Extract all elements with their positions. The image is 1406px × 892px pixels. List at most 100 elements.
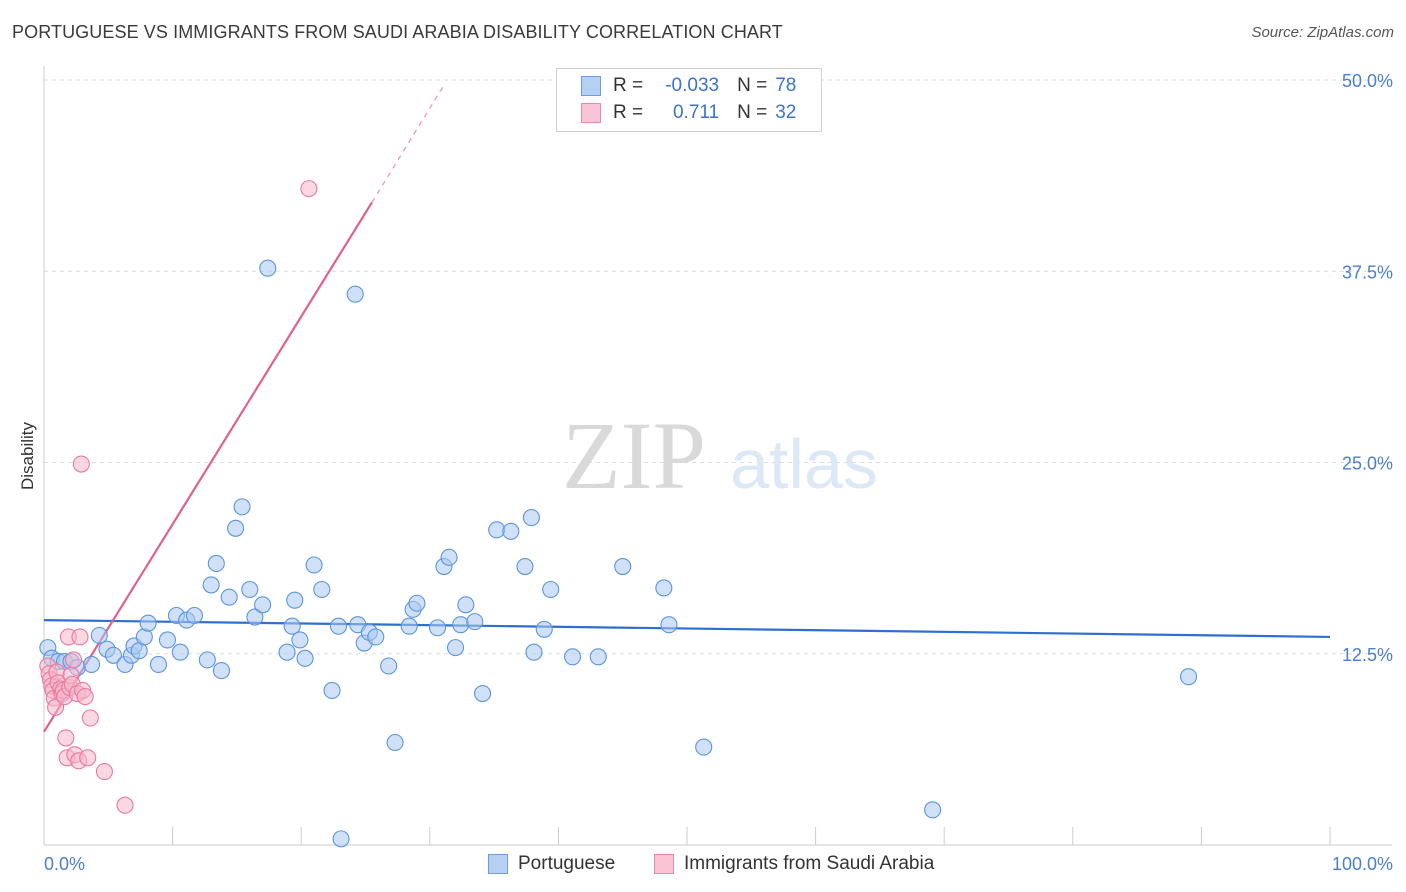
point-portuguese	[525, 643, 543, 661]
point-portuguese	[466, 613, 484, 631]
chart-title: PORTUGUESE VS IMMIGRANTS FROM SAUDI ARAB…	[12, 22, 783, 42]
bottom-legend-label: Immigrants from Saudi Arabia	[684, 853, 935, 874]
point-portuguese	[212, 662, 231, 680]
point-portuguese	[1179, 668, 1198, 686]
point-portuguese	[171, 643, 189, 661]
tick-labels: 12.5% 25.0% 37.5% 50.0% 0.0% 100.0%	[44, 71, 1393, 874]
point-portuguese	[202, 576, 220, 594]
point-portuguese	[655, 579, 673, 597]
point-saudi	[79, 749, 97, 767]
legend-swatch-saudi	[581, 103, 601, 123]
point-portuguese	[185, 606, 204, 625]
point-saudi	[116, 796, 134, 814]
y-tick-label: 50.0%	[1342, 71, 1393, 91]
trend-line-saudi-extension	[371, 82, 446, 203]
legend-row-portuguese: R = -0.033 N = 78	[581, 73, 796, 99]
x-tick-label: 0.0%	[44, 854, 85, 874]
point-portuguese	[516, 557, 534, 576]
point-saudi	[71, 628, 89, 646]
point-portuguese	[278, 643, 296, 661]
point-portuguese	[90, 626, 108, 644]
point-portuguese	[83, 655, 101, 674]
trend-line-portuguese	[43, 618, 1331, 639]
point-saudi	[65, 651, 83, 669]
watermark-zip: ZIP	[562, 402, 706, 509]
point-portuguese	[227, 519, 245, 537]
data-points	[39, 180, 1198, 848]
x-tick-label: 100.0%	[1332, 854, 1393, 874]
point-portuguese	[149, 655, 168, 674]
point-portuguese	[158, 631, 177, 649]
watermark-atlas: atlas	[730, 425, 878, 503]
point-portuguese	[522, 509, 540, 527]
point-portuguese	[246, 608, 264, 626]
point-saudi	[95, 763, 113, 781]
bottom-swatch-saudi	[654, 854, 674, 874]
legend-n-value: 78	[775, 75, 797, 96]
bottom-legend-saudi: Immigrants from Saudi Arabia	[654, 852, 934, 876]
point-portuguese	[380, 657, 398, 675]
point-portuguese	[535, 620, 553, 638]
point-portuguese	[563, 648, 582, 666]
point-portuguese	[542, 580, 560, 599]
point-portuguese	[589, 648, 607, 666]
point-portuguese	[220, 588, 238, 606]
point-portuguese	[332, 830, 350, 848]
point-portuguese	[283, 617, 301, 635]
point-portuguese	[446, 639, 465, 657]
point-saudi	[72, 455, 90, 473]
point-portuguese	[428, 619, 447, 637]
legend-r-value: 0.711	[672, 102, 720, 123]
point-portuguese	[408, 594, 426, 612]
bottom-swatch-portuguese	[488, 854, 508, 874]
stats-legend: R = -0.033 N = 78 R = 0.711 N = 32	[556, 68, 822, 132]
source-label: Source: ZipAtlas.com	[1251, 24, 1394, 41]
point-portuguese	[286, 591, 304, 609]
point-saudi	[81, 709, 99, 727]
point-portuguese	[104, 646, 122, 664]
legend-r-label: R =	[613, 102, 644, 123]
point-portuguese	[254, 596, 272, 614]
point-portuguese	[259, 259, 277, 277]
point-portuguese	[457, 596, 475, 614]
point-portuguese	[233, 498, 251, 516]
point-portuguese	[198, 651, 216, 669]
watermark: ZIP atlas	[562, 402, 878, 509]
point-portuguese	[400, 617, 418, 635]
point-portuguese	[488, 521, 506, 539]
legend-r-label: R =	[613, 75, 644, 96]
point-saudi	[57, 729, 75, 747]
legend-n-value: 32	[775, 102, 797, 123]
point-portuguese	[329, 617, 348, 635]
point-portuguese	[323, 681, 341, 700]
point-portuguese	[502, 522, 520, 540]
legend-n-label: N =	[737, 75, 768, 96]
y-tick-label: 25.0%	[1342, 454, 1393, 474]
bottom-legend-portuguese: Portuguese	[488, 852, 615, 876]
y-tick-label: 37.5%	[1342, 262, 1393, 282]
axes	[43, 66, 1392, 846]
legend-swatch-portuguese	[581, 76, 601, 96]
y-axis-label: Disability	[18, 421, 37, 491]
y-tick-label: 12.5%	[1342, 645, 1393, 665]
legend-r-value: -0.033	[665, 75, 720, 96]
point-saudi	[76, 688, 94, 706]
point-portuguese	[386, 733, 404, 752]
bottom-legend-label: Portuguese	[518, 853, 616, 874]
point-portuguese	[924, 801, 942, 819]
point-portuguese	[614, 557, 632, 576]
point-portuguese	[473, 684, 492, 703]
point-portuguese	[305, 556, 323, 574]
point-portuguese	[346, 285, 364, 303]
gridlines	[44, 79, 1392, 655]
point-portuguese	[241, 580, 259, 599]
point-portuguese	[660, 616, 678, 634]
point-portuguese	[440, 548, 458, 566]
point-portuguese	[313, 580, 331, 599]
point-portuguese	[291, 631, 309, 649]
point-portuguese	[367, 628, 385, 646]
legend-n-label: N =	[737, 102, 768, 123]
point-portuguese	[695, 738, 713, 756]
point-portuguese	[207, 554, 225, 573]
